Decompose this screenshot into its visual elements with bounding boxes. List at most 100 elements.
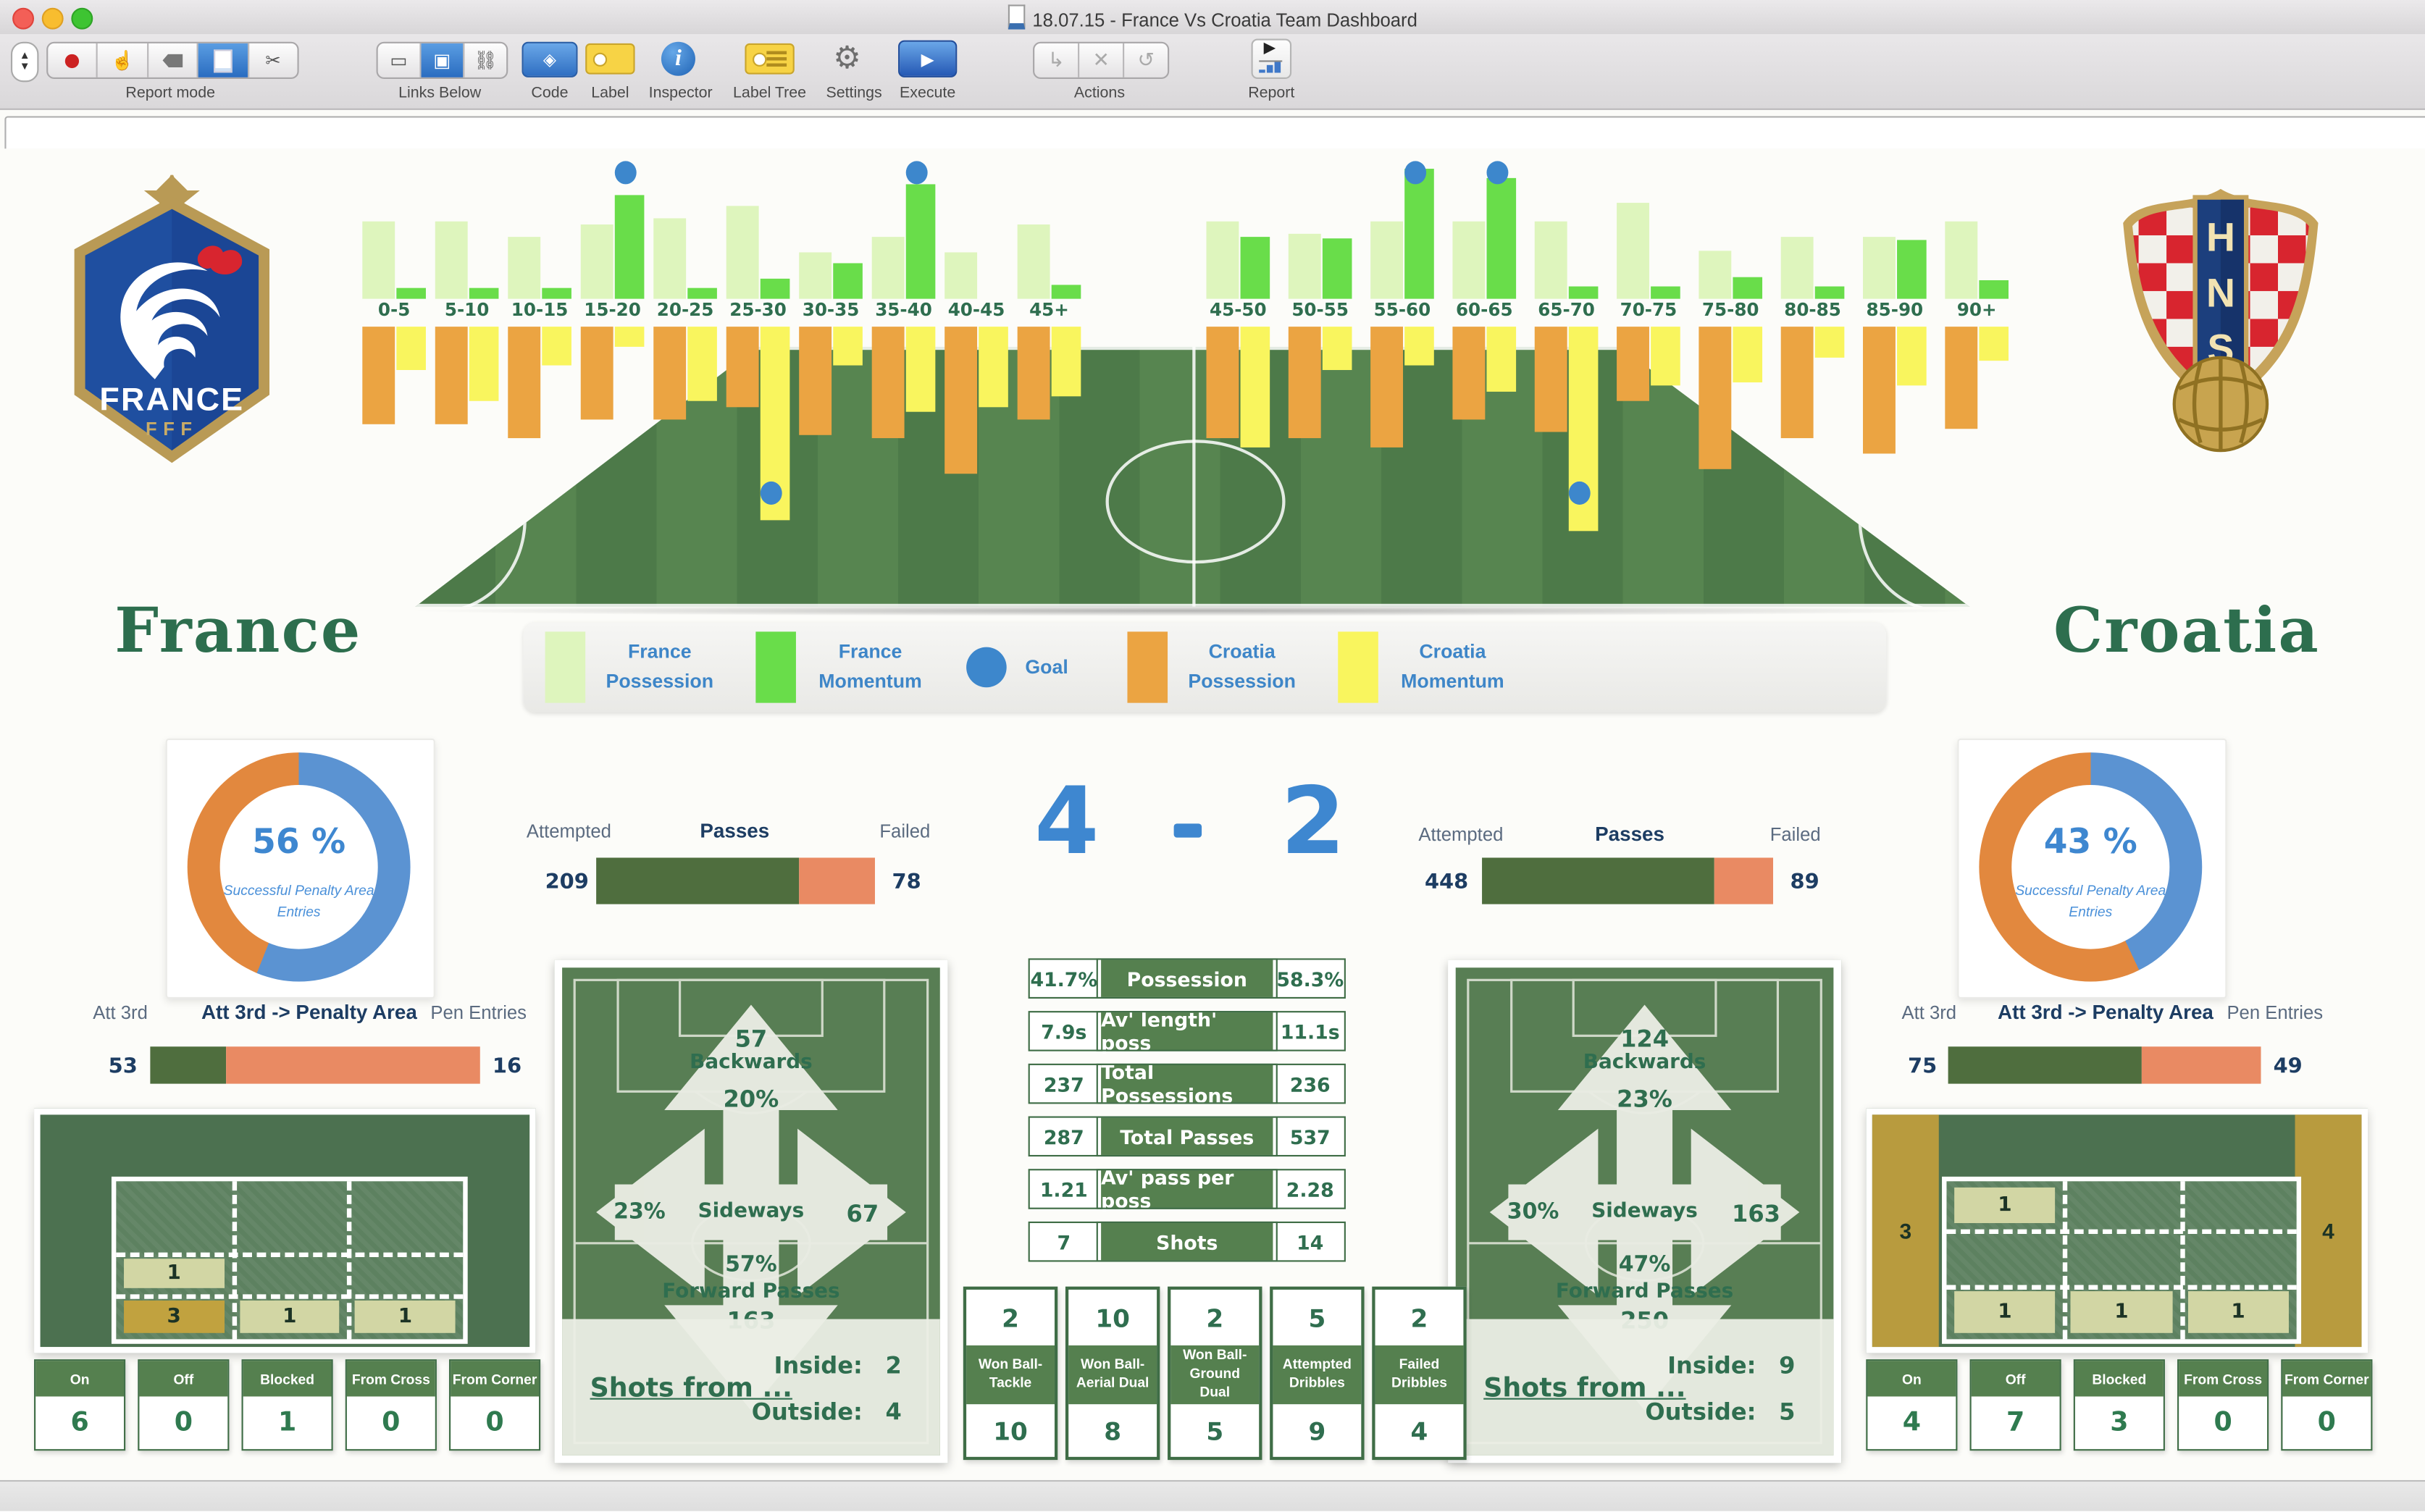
score-dash [1173,823,1202,838]
france-momentum-bar [1486,177,1517,299]
links-top-button[interactable]: ▭ [378,43,422,77]
france-possession-bar [435,221,468,299]
actions-label: Actions [1073,85,1126,103]
chart-bucket-15-20: 15-20 [576,152,648,570]
home-passes-attempted: 209 [545,870,589,895]
label-tree-button[interactable] [745,41,795,77]
legend-swatch [755,631,796,703]
home-donut-value: 56 % [252,823,346,862]
home-pass-direction-panel: 57 Backwards 20% 23% Sideways 67 57% For… [554,959,948,1463]
croatia-possession-bar [1617,327,1649,401]
croatia-crest: H N S [2111,180,2331,463]
outcome-value: 7 [2006,1407,2025,1439]
away-duel-value: 5 [1206,1416,1224,1445]
away-score: 2 [1281,768,1346,877]
redirect-action-button[interactable]: ↳ [1034,43,1080,77]
outcome-label: From Cross [2179,1361,2268,1397]
chart-bucket-50-55: 50-55 [1279,152,1361,570]
label-label: Label [591,85,629,103]
croatia-possession-bar [1534,327,1567,432]
outcome-value: 3 [2110,1407,2129,1439]
home-backwards-pct: 20% [723,1085,779,1114]
time-interval-label: 85-90 [1866,298,1924,321]
shot-outcome-blocked: Blocked 3 [2073,1359,2165,1451]
shot-outcome-from-corner: From Corner 0 [2281,1359,2373,1451]
settings-button[interactable]: ⚙ [833,41,860,77]
outcome-value: 1 [277,1407,297,1439]
away-donut-caption: Successful Penalty Area Entries [2015,882,2166,920]
croatia-possession-bar [653,327,687,420]
minimize-button[interactable] [41,7,64,30]
report-button[interactable] [1251,38,1292,80]
france-momentum-bar [1897,240,1927,299]
france-momentum-bar [542,287,571,299]
zoom-button[interactable] [71,7,93,30]
away-team-name: Croatia [2053,594,2320,668]
outcome-value: 0 [382,1407,401,1439]
away-outside-label: Outside: [1645,1398,1756,1427]
code-button[interactable]: ◈ [522,41,578,77]
legend-swatch [966,647,1007,688]
croatia-possession-bar [799,327,832,435]
cut-mode-button[interactable]: ✂ [265,49,281,72]
legend-item: Croatia Momentum [1338,631,1508,703]
undo-action-button[interactable]: ↺ [1137,48,1155,72]
france-possession-bar [945,252,978,299]
france-momentum-bar [1240,237,1270,299]
chart-bucket-45+: 45+ [1013,152,1085,570]
croatia-goal-dot [1567,481,1590,505]
home-passes-failed: 78 [892,870,921,895]
cancel-action-button[interactable]: ✕ [1079,43,1125,77]
chart-bucket-80-85: 80-85 [1772,152,1854,570]
tag-mode-button[interactable] [148,43,199,77]
home-backwards-count: 57 [734,1025,768,1053]
goalmouth-zone-count: 1 [355,1301,456,1333]
away-shot-outcomes: On 4 Off 7 Blocked 3 From Cross 0 From Corner 0 [1866,1359,2373,1451]
links-chain-button[interactable]: ⛓ [473,49,498,72]
away-pen-entries-value: 49 [2273,1054,2303,1080]
france-momentum-bar [687,287,717,299]
chart-bucket-70-75: 70-75 [1607,152,1689,570]
croatia-possession-bar [1699,327,1732,469]
legend-label: France Possession [606,641,714,692]
home-outside-label: Outside: [751,1398,863,1427]
legend-item: France Momentum [755,631,926,703]
wide-zone-right: 4 [2295,1114,2362,1348]
home-shots-band [562,1319,940,1456]
chart-bucket-0-5: 0-5 [358,152,430,570]
france-momentum-bar [833,263,863,299]
croatia-momentum-bar [1897,327,1927,386]
home-score: 4 [1034,768,1100,877]
croatia-possession-bar [1452,327,1486,420]
close-button[interactable] [12,7,35,30]
label-tree-icon [745,43,795,75]
document-mode-button[interactable] [198,43,249,77]
legend-label: Croatia Possession [1188,641,1296,692]
record-mode-button[interactable] [48,43,99,77]
links-below-button[interactable]: ▣ [421,43,465,77]
duel-box: 2 Won Ball-Tackle 10 [963,1286,1058,1461]
stat-label: Av' pass per poss [1096,1166,1278,1212]
outcome-value: 6 [70,1407,89,1439]
dashboard: FRANCE FFF H N S [0,148,2425,1482]
label-button[interactable] [585,41,635,77]
time-interval-label: 25-30 [729,298,787,321]
execute-button[interactable]: ▶ [898,40,958,77]
code-icon: ◈ [522,41,578,77]
france-goal-dot [613,161,636,185]
croatia-momentum-bar [542,327,571,366]
pointer-mode-button[interactable]: ☝ [99,43,148,77]
croatia-possession-bar [1017,327,1050,420]
away-passes-attempted-label: Attempted [1418,823,1504,846]
france-possession-bar [799,252,832,299]
croatia-goal-dot [759,481,782,505]
outcome-value: 0 [2214,1407,2232,1439]
filter-input[interactable] [4,116,2425,154]
france-momentum-bar [396,287,426,299]
france-possession-bar [362,221,395,299]
france-possession-bar [1452,221,1486,299]
inspector-button[interactable]: i [661,41,695,77]
duel-label: Won Ball-Aerial Dual [1068,1345,1157,1405]
chart-bucket-20-25: 20-25 [649,152,721,570]
stepper-control[interactable]: ▲ ▼ [10,41,39,83]
